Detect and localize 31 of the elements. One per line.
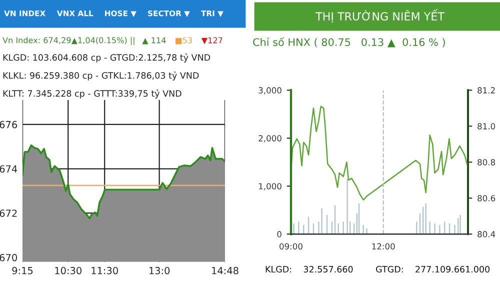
y-tick-label: 3,000 [258,87,282,94]
x-tick-label: 13:0 [149,266,170,274]
x-tick-label: 9:15 [12,266,33,274]
x-tick-label: 09:00 [280,243,302,250]
y-tick-label: 2,000 [258,135,282,142]
y-tick-label: 1,000 [259,183,282,190]
text: KLGD: 32.557.660 GTGD: 277.109.661.000 [266,266,490,273]
text: ▼127 [201,37,222,44]
y-tick-label: 0 [277,231,282,238]
y-tick-label: 670 [0,254,17,262]
text: KLGD: 103.604.608 cp - GTGD:2.125,78 tỷ VND [3,54,210,62]
y2-tick-label: 81.0 [478,123,496,130]
y2-tick-label: 81.2 [478,87,495,94]
y-tick-label: 674 [0,165,18,173]
y2-tick-label: 80.6 [478,195,496,202]
y-tick-label: 676 [0,120,18,128]
text: ▲ 114 [142,37,166,44]
text: KLTT: 7.345.228 cp - GTTT:339,75 tỷ VND [3,90,182,98]
line-series [291,106,468,201]
text: ■53 [175,37,192,44]
text: KLKL: 96.259.380 cp - GTKL:1.786,03 tỷ VND [3,72,199,80]
x-tick-label: 11:30 [92,266,118,274]
x-tick-label: 12:00 [372,243,395,250]
y2-tick-label: 80.4 [478,231,496,238]
chart-subtitle: Chỉ số HNX ( 80.75 0.13 ▲ 0.16 % ) [253,37,445,48]
y-tick-label: 672 [0,210,17,217]
x-tick-label: 10:30 [55,266,82,274]
chart-title: THỊ TRƯỜNG NIÊM YẾT [316,9,444,22]
y2-tick-label: 80.8 [478,159,496,166]
x-tick-label: 14:48 [212,266,238,274]
text: Vn Index: 674,29▲1,04(0.15%) || [2,36,134,46]
